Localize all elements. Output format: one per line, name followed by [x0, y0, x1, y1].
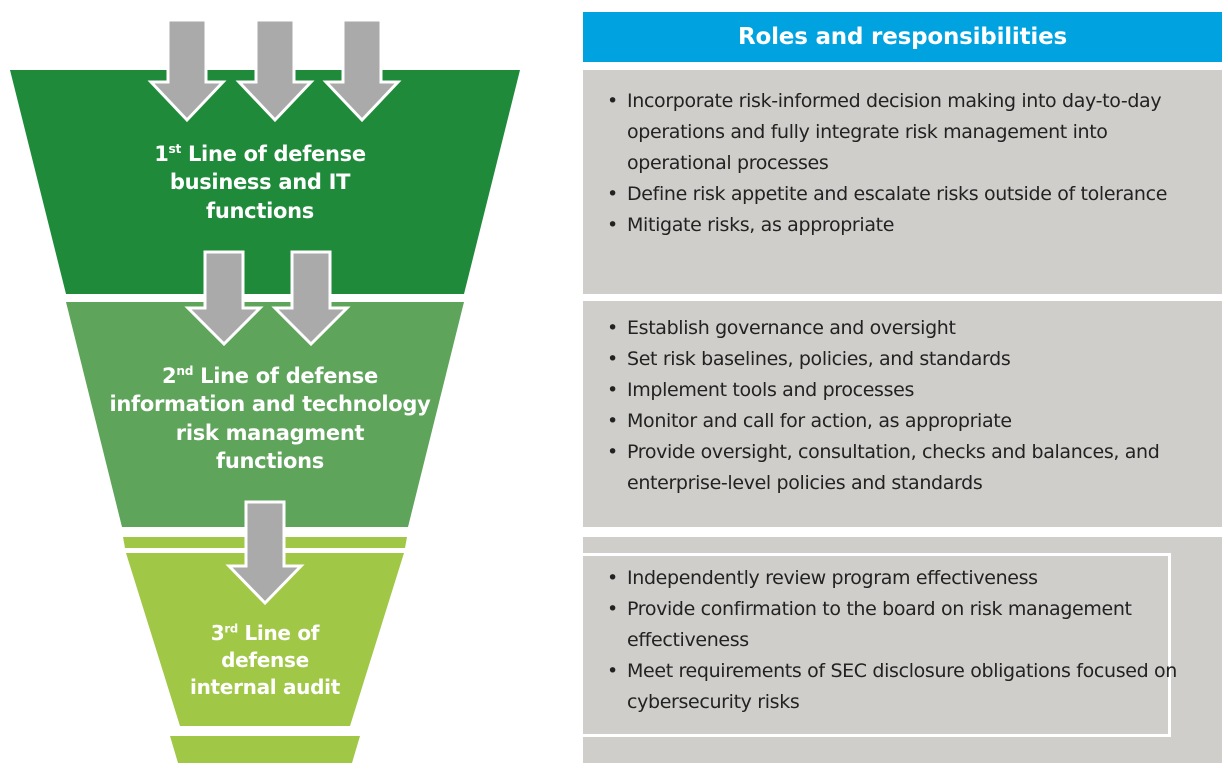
label-text: functions [216, 449, 324, 474]
tier1-label: 1st Line of defense business and IT functi… [100, 140, 420, 225]
label-text: information and technology [109, 392, 431, 417]
list-item: Provide confirmation to the board on ris… [605, 594, 1198, 656]
list-item: Establish governance and oversight [605, 313, 1198, 344]
tier3-label-line: internal audit [140, 674, 390, 701]
tier2-label: 2nd Line of defense information and techn… [60, 362, 480, 475]
ordinal-suffix: st [168, 142, 182, 157]
label-text: risk managment [175, 420, 365, 445]
tier1-label-line: business and IT [100, 168, 420, 196]
tier1-band [10, 70, 520, 294]
arrow-down-icon [271, 250, 351, 347]
tier2-label-line: functions [60, 447, 480, 475]
list-item: Monitor and call for action, as appropri… [605, 406, 1198, 437]
label-text: Line of defense [180, 142, 366, 166]
tier1-label-line: 1st Line of defense [100, 140, 420, 168]
tier3-band [126, 553, 404, 726]
arrow-down-icon [225, 500, 305, 606]
list-item: Incorporate risk-informed decision makin… [605, 86, 1198, 179]
arrows [147, 18, 402, 606]
list-item: Meet requirements of SEC disclosure obli… [605, 656, 1198, 718]
label-text: Line of defense [193, 364, 378, 388]
arrow-down-icon [147, 18, 227, 123]
list-item: Define risk appetite and escalate risks … [605, 179, 1198, 210]
tier3-stripe-bottom [170, 736, 360, 763]
ordinal-number: 2 [162, 364, 177, 388]
ordinal-number: 3 [210, 621, 225, 645]
arrow-down-icon [235, 18, 315, 123]
roles-list-second-line: Establish governance and oversightSet ri… [605, 313, 1198, 499]
ordinal-number: 1 [154, 142, 169, 166]
arrow-down-icon [322, 18, 402, 123]
ordinal-suffix: rd [224, 621, 238, 636]
list-item: Set risk baselines, policies, and standa… [605, 344, 1198, 375]
tier2-band [66, 302, 464, 527]
roles-panel-third-line: Independently review program effectivene… [583, 537, 1222, 763]
tier2-label-line: 2nd Line of defense [60, 362, 480, 390]
list-item: Independently review program effectivene… [605, 563, 1198, 594]
label-text: functions [206, 198, 314, 223]
roles-list-first-line: Incorporate risk-informed decision makin… [605, 86, 1198, 241]
label-text: internal audit [190, 675, 340, 699]
list-item: Implement tools and processes [605, 375, 1198, 406]
tier3-label: 3rd Line of defense internal audit [140, 620, 390, 701]
tier1-label-line: functions [100, 197, 420, 225]
list-item: Mitigate risks, as appropriate [605, 210, 1198, 241]
tier3-label-line: defense [140, 647, 390, 674]
roles-panel-first-line: Incorporate risk-informed decision makin… [583, 70, 1222, 294]
roles-panel-second-line: Establish governance and oversightSet ri… [583, 301, 1222, 527]
list-item: Provide oversight, consultation, checks … [605, 437, 1198, 499]
tier2-label-line: information and technology [60, 390, 480, 418]
ordinal-suffix: nd [176, 364, 194, 379]
roles-list-third-line: Independently review program effectivene… [605, 563, 1198, 718]
label-text: defense [221, 648, 309, 672]
label-text: Line of [237, 621, 320, 645]
tier3-label-line: 3rd Line of [140, 620, 390, 647]
tier2-label-line: risk managment [60, 419, 480, 447]
defense-funnel [10, 18, 520, 763]
arrow-down-icon [184, 250, 264, 347]
label-text: business and IT [169, 170, 351, 195]
roles-header: Roles and responsibilities [583, 12, 1222, 62]
